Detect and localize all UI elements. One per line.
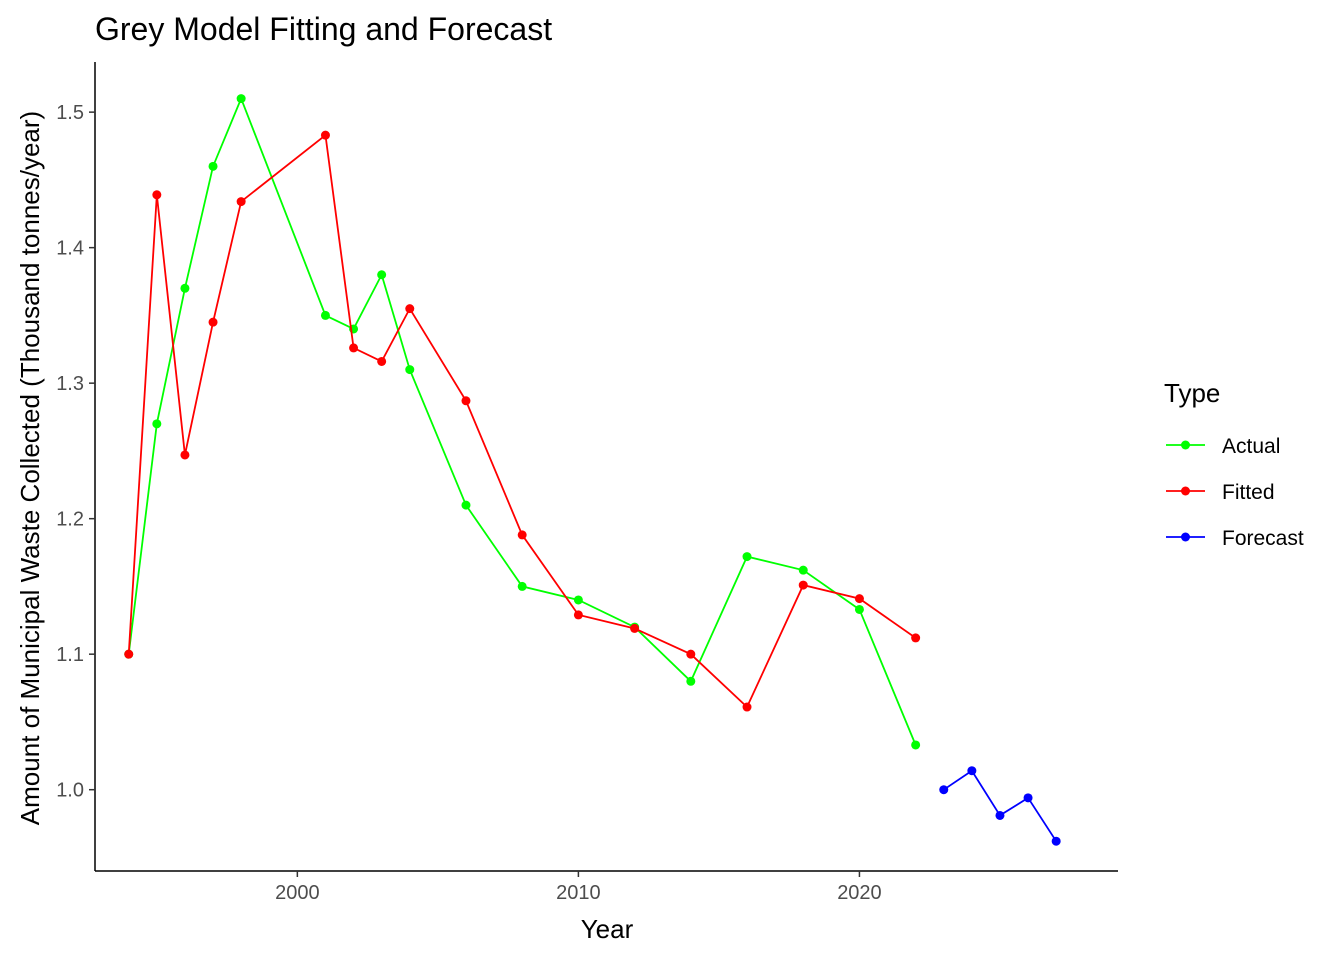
y-tick-label: 1.5: [56, 102, 84, 124]
legend-key-point-fitted: [1181, 486, 1190, 496]
y-axis-title: Amount of Municipal Waste Collected (Tho…: [15, 111, 45, 825]
x-axis-title: Year: [581, 914, 634, 944]
data-point-fitted: [742, 702, 752, 712]
y-ticks: 1.0 1.1 1.2 1.3 1.4 1.5: [56, 102, 95, 802]
data-point-actual: [461, 500, 471, 510]
data-point-actual: [854, 604, 864, 614]
data-point-forecast: [967, 766, 977, 776]
data-point-forecast: [1023, 793, 1033, 803]
data-point-fitted: [320, 130, 330, 140]
y-tick-label: 1.1: [56, 644, 84, 666]
y-tick-label: 1.2: [56, 509, 84, 531]
legend-title: Type: [1164, 378, 1220, 408]
y-tick-label: 1.4: [56, 238, 84, 260]
data-point-actual: [686, 676, 696, 686]
chart-title: Grey Model Fitting and Forecast: [95, 11, 552, 47]
data-point-forecast: [1051, 836, 1061, 846]
legend-key-point-actual: [1181, 440, 1190, 450]
legend-key-point-forecast: [1181, 532, 1190, 542]
series-line-fitted: [127, 133, 917, 709]
data-point-actual: [208, 161, 218, 171]
data-point-fitted: [349, 343, 359, 353]
data-point-fitted: [377, 356, 387, 366]
data-point-actual: [320, 310, 330, 320]
data-point-fitted: [798, 580, 808, 590]
legend-label-fitted: Fitted: [1222, 481, 1275, 504]
data-point-fitted: [630, 623, 640, 633]
data-point-forecast: [939, 785, 949, 795]
data-point-fitted: [517, 530, 527, 540]
data-point-fitted: [854, 594, 864, 604]
data-point-actual: [405, 365, 415, 375]
legend: Type Actual Fitted Forecast: [1164, 378, 1304, 550]
data-point-actual: [798, 565, 808, 575]
legend-entries: Actual Fitted Forecast: [1166, 435, 1304, 550]
data-point-fitted: [152, 190, 162, 200]
series-line-forecast: [943, 769, 1057, 842]
data-point-actual: [236, 94, 246, 104]
data-point-actual: [911, 740, 921, 750]
y-tick-label: 1.0: [56, 780, 84, 802]
data-point-actual: [742, 552, 752, 562]
data-point-fitted: [686, 649, 696, 659]
x-tick-label: 2010: [556, 882, 601, 904]
x-tick-label: 2000: [275, 882, 320, 904]
data-point-fitted: [405, 304, 415, 314]
data-point-fitted: [180, 450, 190, 460]
series-line-actual: [127, 96, 917, 746]
legend-label-forecast: Forecast: [1222, 527, 1304, 550]
data-point-fitted: [208, 317, 218, 327]
y-tick-label: 1.3: [56, 373, 84, 395]
plot-area: 1.0 1.1 1.2 1.3 1.4 1.5 2000 2010 2020: [56, 62, 1118, 904]
legend-label-actual: Actual: [1222, 435, 1280, 458]
data-point-actual: [377, 270, 387, 280]
series-layer: [124, 94, 1061, 846]
data-point-actual: [517, 581, 527, 591]
x-tick-label: 2020: [837, 882, 882, 904]
x-ticks: 2000 2010 2020: [275, 871, 882, 904]
data-point-fitted: [461, 396, 471, 406]
data-point-actual: [573, 595, 583, 605]
data-point-actual: [180, 283, 190, 293]
data-point-fitted: [236, 197, 246, 207]
data-point-forecast: [995, 810, 1005, 820]
data-point-fitted: [573, 610, 583, 620]
data-point-actual: [152, 419, 162, 429]
data-point-fitted: [911, 633, 921, 643]
data-point-fitted: [124, 649, 134, 659]
